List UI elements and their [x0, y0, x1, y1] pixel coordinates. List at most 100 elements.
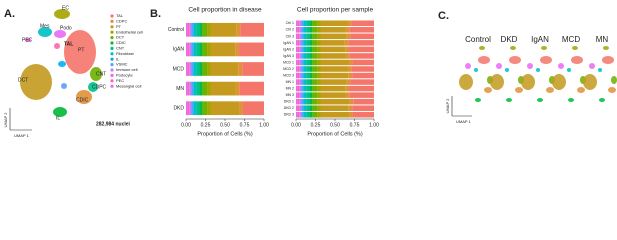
- bar-segment: [312, 98, 318, 105]
- bar-segment: [303, 79, 307, 85]
- bar-segment: [312, 27, 318, 33]
- bar-segment: [352, 59, 374, 66]
- umap-blob: [541, 46, 547, 50]
- bar-segment: [312, 53, 318, 59]
- bar-segment: [301, 46, 304, 53]
- bar-segment: [310, 98, 313, 105]
- condition-label: Control: [465, 35, 491, 44]
- bar-segment: [297, 27, 300, 33]
- bar-segment: [299, 53, 300, 59]
- bar-segment: [303, 46, 304, 53]
- cluster-label: CDIC: [76, 97, 89, 103]
- condition-label: DKD: [501, 35, 518, 44]
- umap-blob: [577, 87, 585, 93]
- umap-blobs: [20, 9, 102, 117]
- bar-segment: [299, 85, 300, 92]
- axis-label: UMAP 2: [3, 112, 8, 128]
- bar-segment: [317, 105, 321, 111]
- umap-blob: [583, 74, 597, 90]
- legend-swatch: [110, 52, 114, 56]
- bar-segment: [303, 105, 307, 111]
- bar-segment: [297, 53, 300, 59]
- bar-segment: [317, 79, 321, 85]
- bar-segment: [310, 33, 313, 40]
- bar-segment: [351, 66, 374, 72]
- mini-umap: [552, 46, 586, 102]
- bar-segment: [297, 40, 300, 46]
- bar-segment: [306, 40, 311, 46]
- category-label: MN 3: [286, 93, 294, 97]
- bar-segment: [317, 98, 321, 105]
- bar-segment: [296, 40, 298, 46]
- bar-segment: [207, 81, 211, 96]
- bar-segment: [306, 33, 311, 40]
- bar-segment: [242, 101, 264, 116]
- bar-segment: [210, 22, 237, 37]
- umap-blob: [496, 63, 502, 69]
- bar-segment: [202, 22, 208, 37]
- bar-segment: [299, 66, 300, 72]
- condition-label: MCD: [562, 35, 580, 44]
- bar-segment: [310, 66, 313, 72]
- bar-segment: [312, 46, 318, 53]
- bar-segment: [303, 40, 304, 46]
- bar-segment: [303, 111, 304, 118]
- bar-segment: [349, 46, 374, 53]
- bar-segment: [306, 98, 311, 105]
- x-tick-label: 0.00: [291, 122, 301, 128]
- bar-segment: [303, 33, 304, 40]
- bar-segment: [349, 59, 353, 66]
- bar-segment: [320, 33, 347, 40]
- bar-segment: [297, 92, 300, 98]
- legend-label: Immune cell: [116, 67, 138, 72]
- bar-segment: [297, 20, 300, 27]
- bar-segment: [296, 79, 298, 85]
- umap-blob: [552, 74, 566, 90]
- bar-segment: [303, 66, 304, 72]
- umap-blob: [484, 87, 492, 93]
- bar-segment: [299, 66, 302, 72]
- axis-label: UMAP 1: [456, 119, 472, 124]
- bar-segment: [299, 111, 302, 118]
- legend-swatch: [110, 19, 114, 23]
- legend-label: PEC: [116, 78, 124, 83]
- bar-segment: [296, 92, 298, 98]
- bar-segment: [306, 66, 311, 72]
- chart-title: Cell proportion in disease: [188, 7, 262, 14]
- bar-segment: [200, 42, 203, 57]
- bar-segment: [297, 33, 300, 40]
- category-label: DKD 3: [284, 113, 294, 117]
- cluster-label: PEC: [22, 37, 33, 43]
- bar-segment: [299, 105, 300, 111]
- bar-segment: [299, 59, 302, 66]
- bar-segment: [297, 111, 300, 118]
- umap-blob: [510, 46, 516, 50]
- bar-segment: [239, 101, 243, 116]
- bar-segment: [186, 22, 188, 37]
- bar-segment: [299, 105, 302, 111]
- umap-blob: [603, 46, 609, 50]
- bar-segment: [299, 59, 300, 66]
- cluster-label: Mes: [40, 23, 50, 29]
- bar-segment: [202, 81, 208, 96]
- legend-label: DCT: [116, 35, 125, 40]
- bar-segment: [193, 42, 194, 57]
- bar-segment: [299, 40, 300, 46]
- bar-segment: [200, 81, 203, 96]
- bar-segment: [301, 59, 304, 66]
- bar-segment: [303, 92, 307, 98]
- bar-segment: [210, 81, 236, 96]
- x-axis-label: Proportion of Cells (%): [197, 131, 252, 137]
- bar-segment: [312, 40, 318, 46]
- umap-blob: [465, 63, 471, 69]
- bar-segment: [299, 46, 300, 53]
- bar-segment: [349, 53, 374, 59]
- bar-segment: [240, 22, 264, 37]
- bar-segment: [306, 46, 311, 53]
- umap-blob: [608, 87, 616, 93]
- umap-blob: [558, 63, 564, 69]
- bar-segment: [238, 62, 243, 76]
- bar-segment: [346, 33, 351, 40]
- bar-segment: [352, 105, 374, 111]
- bar-segment: [345, 27, 350, 33]
